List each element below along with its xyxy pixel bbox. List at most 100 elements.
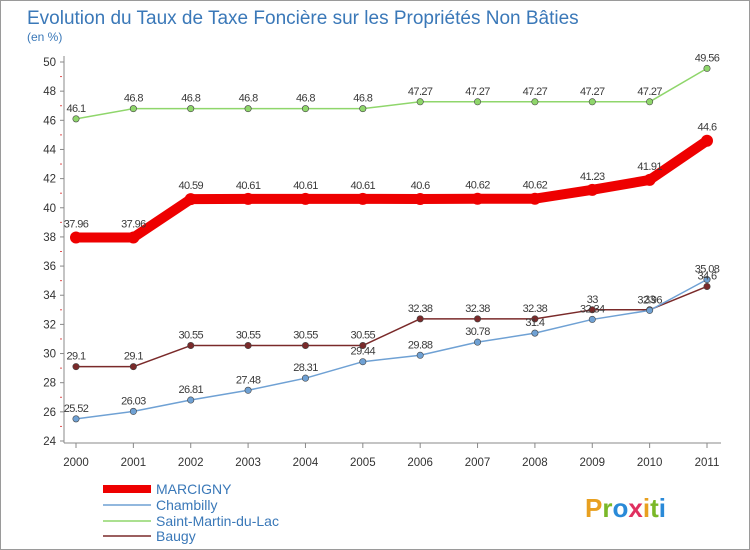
series-line-marcigny: [71, 135, 712, 243]
data-label: 40.6: [411, 180, 430, 192]
legend-item-marcigny: MARCIGNY: [103, 481, 232, 497]
y-tick-label: 30: [43, 349, 56, 361]
data-point-baugy: [531, 315, 539, 323]
data-label: 34.6: [697, 270, 716, 282]
y-tick-label: 42: [43, 174, 56, 186]
data-point-saint-martin-du-lac: [646, 98, 654, 106]
data-point-baugy: [244, 342, 252, 350]
data-point-chambilly: [474, 338, 482, 346]
data-point-chambilly: [129, 407, 137, 415]
x-tick-label: 2004: [293, 457, 319, 469]
data-point-baugy: [129, 363, 137, 371]
data-label: 29.88: [408, 339, 433, 351]
data-label: 46.8: [296, 93, 315, 105]
data-label: 47.27: [465, 86, 490, 98]
data-label: 32.96: [637, 294, 662, 306]
series-line-baugy: [75, 285, 708, 368]
data-label: 41.91: [637, 161, 662, 173]
data-label: 26.81: [178, 384, 203, 396]
y-tick-label: 28: [43, 378, 56, 390]
x-tick-label: 2008: [522, 457, 548, 469]
data-point-marcigny: [184, 193, 197, 206]
data-point-chambilly: [588, 315, 596, 323]
data-point-saint-martin-du-lac: [359, 105, 367, 113]
legend-item-saint-martin-du-lac: Saint-Martin-du-Lac: [103, 513, 279, 529]
x-tick-label: 2006: [407, 457, 433, 469]
data-label: 44.6: [697, 122, 716, 134]
data-label: 40.61: [351, 180, 376, 192]
y-tick-label: 40: [43, 203, 56, 215]
data-point-saint-martin-du-lac: [588, 98, 596, 106]
data-point-baugy: [416, 315, 424, 323]
data-label: 40.59: [178, 180, 203, 192]
legend-item-baugy: Baugy: [103, 528, 196, 544]
chart-title: Evolution du Taux de Taxe Foncière sur l…: [27, 8, 579, 29]
data-label: 29.1: [124, 351, 143, 363]
legend-label: Baugy: [156, 528, 196, 544]
data-label: 26.03: [121, 395, 146, 407]
x-tick-label: 2002: [178, 457, 204, 469]
data-label: 41.23: [580, 171, 605, 183]
y-axis-unit: (en %): [27, 30, 62, 44]
data-point-marcigny: [299, 192, 312, 205]
y-tick-label: 36: [43, 261, 56, 273]
data-point-saint-martin-du-lac: [72, 115, 80, 123]
proxiti-logo: Proxiti: [585, 493, 666, 523]
x-tick-label: 2011: [695, 457, 720, 469]
data-point-baugy: [187, 342, 195, 350]
y-tick-label: 48: [43, 86, 56, 98]
data-point-marcigny: [643, 173, 656, 186]
data-label: 40.61: [236, 180, 261, 192]
data-point-chambilly: [703, 275, 711, 283]
data-point-baugy: [588, 306, 596, 314]
data-label: 46.8: [181, 93, 200, 105]
data-label: 27.48: [236, 374, 261, 386]
data-label: 30.55: [293, 330, 318, 342]
data-point-marcigny: [70, 231, 82, 244]
data-label: 30.55: [236, 330, 261, 342]
data-point-chambilly: [416, 351, 424, 359]
legend-item-chambilly: Chambilly: [103, 497, 217, 513]
data-label: 47.27: [523, 86, 548, 98]
data-point-chambilly: [646, 306, 654, 314]
y-tick-label: 24: [43, 436, 56, 448]
data-label: 33: [644, 294, 656, 306]
data-point-marcigny: [356, 192, 369, 205]
data-point-baugy: [72, 363, 80, 371]
data-point-marcigny: [242, 192, 255, 205]
data-point-chambilly: [359, 358, 367, 366]
data-point-baugy: [301, 342, 309, 350]
data-label: 37.96: [121, 219, 146, 231]
data-label: 46.8: [239, 93, 258, 105]
data-label: 29.44: [351, 346, 376, 358]
data-label: 32.38: [465, 303, 490, 315]
legend-label: Saint-Martin-du-Lac: [156, 513, 279, 529]
data-label: 30.55: [178, 330, 203, 342]
x-tick-label: 2003: [235, 457, 261, 469]
data-label: 37.96: [64, 219, 89, 231]
data-label: 47.27: [637, 86, 662, 98]
data-point-chambilly: [72, 415, 80, 423]
data-point-chambilly: [244, 386, 252, 394]
y-tick-label: 38: [43, 232, 56, 244]
data-label: 46.8: [124, 93, 143, 105]
data-label: 40.62: [465, 180, 490, 192]
data-label: 46.1: [66, 103, 85, 115]
data-label: 47.27: [408, 86, 433, 98]
data-point-saint-martin-du-lac: [187, 105, 195, 113]
data-point-saint-martin-du-lac: [129, 105, 137, 113]
data-label: 33: [587, 294, 599, 306]
x-tick-label: 2010: [637, 457, 663, 469]
data-label: 47.27: [580, 86, 605, 98]
data-point-saint-martin-du-lac: [474, 98, 482, 106]
x-tick-label: 2009: [579, 457, 605, 469]
y-tick-label: 34: [43, 290, 56, 302]
data-point-marcigny: [528, 192, 541, 205]
legend-label: Chambilly: [156, 497, 217, 513]
series-line-saint-martin-du-lac: [75, 67, 708, 120]
y-tick-label: 32: [43, 319, 56, 331]
data-label: 32.34: [580, 303, 605, 315]
series-layer: [70, 64, 713, 423]
